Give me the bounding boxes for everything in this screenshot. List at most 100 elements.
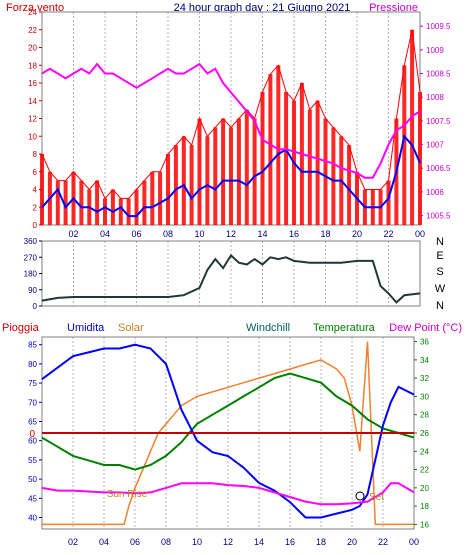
temperature-tick-label: 30 [420,392,429,401]
dewpoint-series [41,482,415,506]
wind-hour-label: 06 [131,229,141,239]
dewpoint-label: Dew Point (°C) [389,322,462,334]
gust-bar [386,180,391,225]
humidity-tick-label: 85 [28,341,37,350]
temperature-tick-label: 20 [420,484,429,493]
gust-bar [142,180,147,225]
humidity-label: Umidita [67,322,105,334]
temperature-hour-label: 02 [68,537,78,547]
gust-bar [173,145,178,225]
temperature-tick-label: 22 [420,466,429,475]
pressure-tick-label: 1005.5 [426,212,451,221]
temperature-hour-label: 16 [285,537,295,547]
wind-left-tick-label: 18 [28,61,37,70]
direction-tick-label: 180 [24,270,38,279]
wind-left-tick-label: 2 [33,203,38,212]
gust-bar [252,118,257,225]
gust-bar [55,180,60,225]
wind-left-tick-label: 22 [28,26,37,35]
gust-bar [268,74,273,225]
direction-tick-label: 0 [33,302,38,311]
humidity-tick-label: 40 [28,513,37,522]
pressure-series [41,62,421,179]
compass-label: N [436,300,444,312]
temperature-hour-ticks: 02 04 06 08 10 12 14 16 18 20 22 00 [68,537,419,547]
humidity-tick-label: 65 [28,417,37,426]
gust-bar [95,180,100,225]
humidity-series [41,343,415,519]
gust-bar [229,127,233,225]
gust-bar [110,189,115,225]
humidity-tick-label: 55 [28,456,37,465]
temperature-right-ticks: 16 18 20 22 24 26 28 30 32 34 36 [414,338,429,529]
temperature-tick-label: 28 [420,411,429,420]
pressure-tick-label: 1006 [426,188,444,197]
temperature-hour-label: 00 [409,537,419,547]
temperature-hour-label: 06 [130,537,140,547]
solar-line [42,341,414,526]
wind-left-tick-label: 24 [28,8,37,17]
pressure-tick-label: 1006.5 [426,164,451,173]
gust-bar [103,198,107,225]
wind-hour-label: 08 [163,229,173,239]
pressure-axis-label: Pressione [369,2,418,14]
wind-left-tick-label: 4 [33,186,38,195]
wind-hour-label: 22 [383,229,393,239]
gust-bar [205,136,210,226]
rain-label: Pioggia [2,322,40,334]
gust-bar [79,180,84,225]
wind-hour-label: 12 [226,229,236,239]
gust-bar [410,29,415,226]
gust-bar [236,118,241,225]
gust-bar [150,171,155,226]
temperature-tick-label: 16 [420,520,429,529]
humidity-left-ticks: 40 45 50 55 60 65 70 75 80 85 [28,341,42,522]
pressure-tick-label: 1008 [426,93,444,102]
wind-left-tick-label: 16 [28,79,37,88]
temperature-hour-label: 04 [99,537,109,547]
humidity-line [41,343,415,519]
temperature-hour-label: 20 [347,537,357,547]
wind-axis-label: Forza vento [6,2,64,14]
direction-series [41,253,421,304]
temperature-hour-label: 08 [161,537,171,547]
gust-bar [181,136,186,226]
humidity-tick-label: 70 [28,398,37,407]
gust-bar [197,118,202,225]
rain-value: 0 [29,429,35,440]
wind-left-tick-label: 8 [33,150,38,159]
gust-bar [347,145,352,225]
solar-series [41,341,415,526]
gust-bar [307,109,312,225]
temperature-hour-label: 22 [378,537,388,547]
temperature-tick-label: 24 [420,447,429,456]
compass-label: N [436,236,444,248]
gust-bar [418,91,422,226]
sunrise-label: Sun Rise [107,489,148,500]
wind-hour-label: 00 [415,229,425,239]
wind-hour-label: 02 [68,229,78,239]
wind-hour-label: 04 [100,229,110,239]
gust-bar [189,145,194,225]
humidity-tick-label: 45 [28,494,37,503]
solar-label: Solar [118,322,144,334]
gust-bar [166,154,170,225]
pressure-tick-label: 1007.5 [426,117,451,126]
wind-hour-ticks: 02 04 06 08 10 12 14 16 18 20 22 00 [68,229,425,239]
wind-left-tick-label: 10 [28,132,37,141]
wind-left-tick-label: 12 [28,115,37,124]
temperature-hour-label: 18 [316,537,326,547]
gust-bar [126,198,131,225]
gust-bar [63,180,68,225]
page-title: 24 hour graph day : 21 Giugno 2021 [174,2,351,14]
wind-left-tick-label: 6 [33,168,38,177]
temperature-tick-label: 18 [420,502,429,511]
pressure-tick-label: 1007 [426,141,444,150]
temperature-hour-label: 14 [254,537,264,547]
humidity-tick-label: 50 [28,475,37,484]
wind-left-tick-label: 0 [33,221,38,230]
gust-bar [284,91,289,226]
